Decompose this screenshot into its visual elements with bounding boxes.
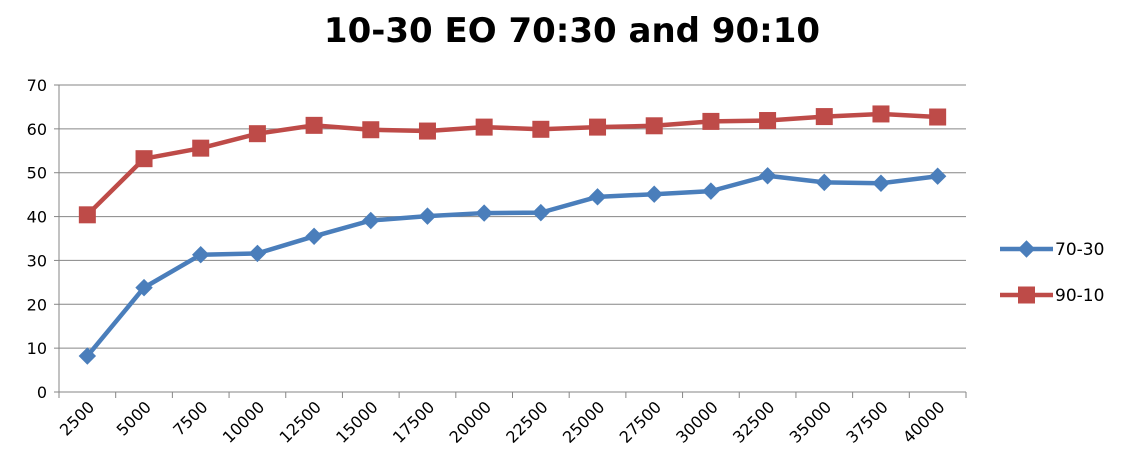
y-tick-label: 50: [27, 164, 47, 183]
data-point: [815, 108, 833, 126]
x-tick-label: 17500: [389, 397, 438, 446]
data-point: [702, 182, 720, 200]
legend-item: 70-30: [1000, 240, 1104, 260]
data-point: [78, 206, 96, 224]
x-tick-label: 22500: [502, 397, 551, 446]
data-point: [418, 207, 437, 225]
x-axis-tick-labels: 2500 5000 7500 10000 12500 15000 17500 20000 225…: [56, 397, 949, 446]
data-point: [78, 347, 97, 365]
y-tick-label: 0: [37, 383, 47, 402]
data-point: [759, 112, 777, 130]
legend-label: 90-10: [1055, 286, 1104, 306]
y-tick-label: 10: [27, 339, 47, 358]
series-90-10: [78, 105, 947, 224]
data-point: [305, 116, 323, 134]
x-tick-label: 35000: [786, 397, 835, 446]
series-line: [85, 111, 940, 218]
x-tick-label: 15000: [332, 397, 381, 446]
x-tick-label: 10000: [219, 397, 268, 446]
data-point: [248, 125, 266, 143]
series-70-30: [78, 167, 947, 365]
data-point: [135, 150, 153, 168]
x-tick-label: 2500: [56, 397, 98, 439]
y-tick-label: 60: [27, 120, 47, 139]
x-tick-label: 5000: [113, 397, 155, 439]
data-point: [589, 118, 607, 136]
data-point: [872, 105, 890, 123]
data-point: [418, 122, 436, 140]
y-tick-label: 30: [27, 251, 47, 270]
data-point: [475, 204, 493, 222]
chart-title: 10-30 EO 70:30 and 90:10: [324, 11, 820, 51]
x-tick-label: 27500: [616, 397, 665, 446]
series-group: [78, 105, 947, 365]
data-point: [928, 167, 947, 185]
legend-swatch-marker: [1018, 286, 1035, 304]
data-point: [362, 211, 380, 230]
data-point: [588, 188, 607, 206]
x-tick-label: 7500: [169, 397, 211, 439]
data-point: [532, 120, 550, 138]
y-tick-label: 40: [27, 208, 47, 227]
data-point: [758, 167, 777, 185]
data-point: [929, 108, 947, 126]
x-tick-label: 12500: [275, 397, 324, 446]
axes: [54, 84, 967, 398]
series-line: [85, 173, 940, 359]
y-tick-label: 20: [27, 295, 47, 314]
data-point: [645, 117, 663, 135]
data-point: [702, 112, 720, 130]
x-tick-label: 25000: [559, 397, 608, 446]
data-point: [815, 173, 833, 192]
y-axis-tick-labels: 0 10 20 30 40 50 60 70: [27, 76, 47, 402]
legend-label: 70-30: [1055, 240, 1104, 260]
x-tick-label: 40000: [899, 397, 948, 446]
y-tick-label: 70: [27, 76, 47, 95]
data-point: [645, 185, 663, 203]
data-point: [135, 278, 153, 297]
x-tick-label: 37500: [842, 397, 891, 446]
data-point: [305, 227, 323, 246]
x-tick-label: 30000: [672, 397, 721, 446]
x-tick-label: 32500: [729, 397, 778, 446]
data-point: [362, 121, 380, 139]
legend-swatch-marker: [1017, 240, 1036, 258]
legend: 70-30 90-10: [1000, 240, 1104, 306]
gridlines: [59, 84, 966, 393]
data-point: [192, 246, 210, 264]
x-tick-label: 20000: [446, 397, 495, 446]
data-point: [248, 244, 267, 263]
data-point: [475, 118, 493, 136]
data-point: [192, 139, 210, 157]
legend-item: 90-10: [1000, 286, 1104, 306]
data-point: [872, 174, 890, 192]
data-point: [532, 203, 550, 222]
